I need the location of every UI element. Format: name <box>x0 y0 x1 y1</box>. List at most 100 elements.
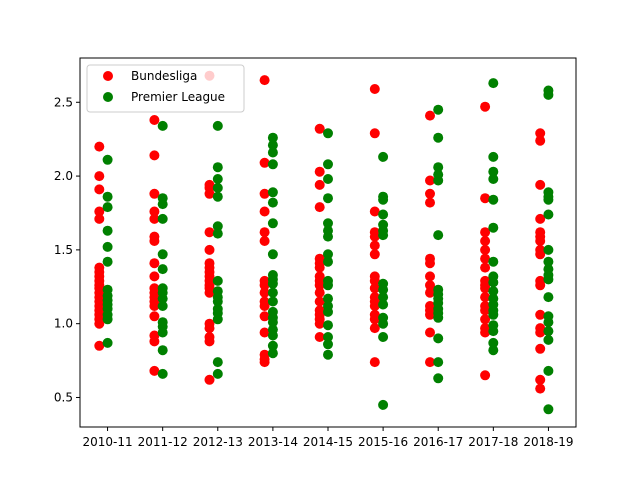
point-premier-league-2016-17-4 <box>433 175 444 186</box>
point-bundesliga-2018-19-8 <box>535 249 546 260</box>
point-bundesliga-2016-17-0 <box>425 110 435 121</box>
point-premier-league-2013-14-12 <box>267 296 278 307</box>
point-bundesliga-2015-16-16 <box>369 357 380 368</box>
y-tick-label-1.5: 1.5 <box>54 243 73 257</box>
point-bundesliga-2017-18-6 <box>480 262 491 273</box>
point-premier-league-2012-13-5 <box>212 221 223 232</box>
point-bundesliga-2016-17-5 <box>425 258 435 269</box>
point-bundesliga-2013-14-2 <box>259 188 270 199</box>
point-premier-league-2018-19-1 <box>543 89 554 100</box>
point-premier-league-2010-11-4 <box>102 241 113 252</box>
legend: Bundesliga Premier League <box>86 64 245 113</box>
point-bundesliga-2018-19-13 <box>535 327 546 338</box>
point-premier-league-2011-12-14 <box>157 368 168 379</box>
point-bundesliga-2011-12-6 <box>149 236 160 246</box>
point-premier-league-2016-17-5 <box>433 230 444 241</box>
point-bundesliga-2014-15-2 <box>314 179 325 190</box>
point-bundesliga-2017-18-13 <box>480 314 491 325</box>
point-premier-league-2018-19-15 <box>543 334 554 345</box>
point-bundesliga-2017-18-9 <box>480 283 491 294</box>
point-premier-league-2012-13-3 <box>212 182 223 193</box>
point-premier-league-2013-14-6 <box>267 218 278 229</box>
point-bundesliga-2015-16-9 <box>369 283 380 294</box>
point-premier-league-2011-12-9 <box>157 301 168 311</box>
point-premier-league-2018-19-10 <box>543 274 554 285</box>
point-premier-league-2018-19-17 <box>543 404 554 415</box>
point-bundesliga-2011-12-2 <box>149 188 160 199</box>
point-premier-league-2014-15-13 <box>323 306 333 317</box>
point-bundesliga-2010-11-18 <box>94 318 105 329</box>
point-bundesliga-2013-14-11 <box>259 311 270 322</box>
point-premier-league-2010-11-2 <box>102 202 113 213</box>
point-bundesliga-2013-14-12 <box>259 327 270 338</box>
x-tick-label-2017-18: 2017-18 <box>468 435 518 449</box>
point-bundesliga-2018-19-2 <box>535 179 546 190</box>
point-premier-league-2015-16-8 <box>378 284 389 295</box>
point-bundesliga-2015-16-4 <box>369 231 380 242</box>
point-premier-league-2013-14-0 <box>267 132 278 143</box>
point-premier-league-2015-16-2 <box>378 194 389 205</box>
point-bundesliga-2014-15-16 <box>314 332 325 342</box>
point-premier-league-2013-14-4 <box>267 187 278 198</box>
point-premier-league-2012-13-14 <box>212 357 223 368</box>
point-premier-league-2015-16-3 <box>378 209 389 220</box>
point-premier-league-2010-11-0 <box>102 154 113 165</box>
point-bundesliga-2018-19-1 <box>535 135 546 146</box>
point-premier-league-2018-19-5 <box>543 209 554 220</box>
point-bundesliga-2015-16-2 <box>369 206 380 217</box>
point-premier-league-2011-12-3 <box>157 213 168 224</box>
point-premier-league-2016-17-15 <box>433 373 444 384</box>
point-premier-league-2017-18-5 <box>488 222 499 233</box>
point-bundesliga-2014-15-11 <box>314 296 325 307</box>
point-premier-league-2018-19-14 <box>543 326 554 337</box>
point-bundesliga-2011-12-1 <box>149 150 160 161</box>
point-bundesliga-2010-11-4 <box>94 213 105 224</box>
point-premier-league-2015-16-10 <box>378 299 389 310</box>
point-bundesliga-2010-11-19 <box>94 340 105 351</box>
data-points <box>94 70 554 415</box>
point-bundesliga-2016-17-6 <box>425 271 435 282</box>
point-bundesliga-2013-14-1 <box>259 157 270 168</box>
point-premier-league-2014-15-15 <box>323 332 333 342</box>
point-bundesliga-2018-19-16 <box>535 383 546 394</box>
point-premier-league-2017-18-3 <box>488 174 499 184</box>
point-premier-league-2015-16-0 <box>378 151 389 162</box>
point-bundesliga-2018-19-11 <box>535 309 546 320</box>
point-premier-league-2015-16-13 <box>378 332 389 342</box>
point-bundesliga-2016-17-1 <box>425 175 435 186</box>
point-premier-league-2018-19-4 <box>543 194 554 205</box>
y-tick-label-2.0: 2.0 <box>54 169 73 183</box>
point-premier-league-2014-15-8 <box>323 256 333 267</box>
point-bundesliga-2012-13-4 <box>204 227 215 238</box>
point-bundesliga-2011-12-8 <box>149 271 160 282</box>
point-premier-league-2017-18-0 <box>488 78 499 89</box>
point-premier-league-2010-11-1 <box>102 191 113 202</box>
point-bundesliga-2011-12-16 <box>149 336 160 347</box>
point-premier-league-2013-14-3 <box>267 159 278 170</box>
point-premier-league-2011-12-13 <box>157 345 168 356</box>
point-premier-league-2015-16-12 <box>378 318 389 329</box>
point-bundesliga-2013-14-15 <box>259 357 270 368</box>
point-premier-league-2018-19-7 <box>543 256 554 267</box>
legend-label-premier-league: Premier League <box>131 90 225 104</box>
point-bundesliga-2014-15-3 <box>314 202 325 213</box>
point-bundesliga-2015-16-6 <box>369 249 380 260</box>
point-bundesliga-2015-16-15 <box>369 323 380 334</box>
point-premier-league-2017-18-15 <box>488 326 499 337</box>
point-bundesliga-2013-14-5 <box>259 236 270 246</box>
x-tick-label-2018-19: 2018-19 <box>523 435 573 449</box>
point-premier-league-2016-17-2 <box>433 162 444 173</box>
point-premier-league-2017-18-17 <box>488 345 499 356</box>
point-bundesliga-2017-18-10 <box>480 292 491 303</box>
point-premier-league-2017-18-2 <box>488 166 499 177</box>
point-premier-league-2013-14-5 <box>267 197 278 208</box>
y-tick-label-2.5: 2.5 <box>54 95 73 109</box>
point-premier-league-2014-15-14 <box>323 320 333 331</box>
x-tick-label-2013-14: 2013-14 <box>248 435 298 449</box>
point-bundesliga-2016-17-3 <box>425 197 435 208</box>
point-premier-league-2011-12-4 <box>157 249 168 260</box>
point-premier-league-2014-15-10 <box>323 280 333 291</box>
point-bundesliga-2011-12-13 <box>149 301 160 311</box>
point-premier-league-2013-14-7 <box>267 249 278 260</box>
